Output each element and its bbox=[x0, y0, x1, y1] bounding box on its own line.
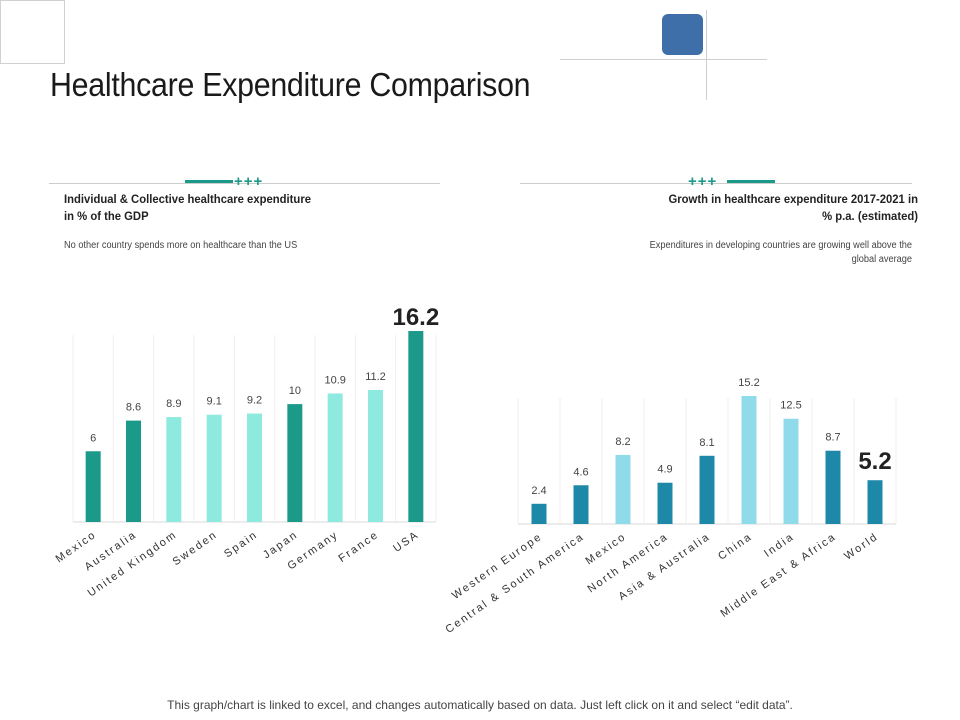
bar-western-europe bbox=[531, 503, 547, 524]
data-label: 16.2 bbox=[392, 304, 439, 331]
footer-note: This graph/chart is linked to excel, and… bbox=[167, 698, 793, 712]
bar-spain bbox=[247, 413, 262, 522]
right-panel-subtitle-line: Expenditures in developing countries are… bbox=[649, 240, 912, 251]
decorative-line bbox=[560, 59, 767, 60]
bar-mexico bbox=[85, 451, 101, 522]
bar-mexico bbox=[615, 454, 631, 524]
data-label: 15.2 bbox=[738, 377, 759, 389]
category-tick-label: China bbox=[716, 531, 755, 563]
data-label: 8.7 bbox=[825, 432, 840, 444]
bar-germany bbox=[327, 393, 343, 522]
bar-china bbox=[741, 396, 757, 524]
data-label: 4.9 bbox=[657, 464, 672, 476]
data-label: 9.2 bbox=[247, 395, 262, 407]
right-panel-heading-line: Growth in healthcare expenditure 2017-20… bbox=[668, 192, 918, 206]
data-label: 8.1 bbox=[699, 437, 714, 449]
bar-united-kingdom bbox=[166, 417, 182, 522]
data-label: 10 bbox=[289, 385, 301, 397]
data-label: 8.9 bbox=[166, 398, 181, 410]
data-label: 10.9 bbox=[324, 374, 345, 386]
data-label: 8.6 bbox=[126, 402, 141, 414]
bar-india bbox=[783, 418, 799, 524]
data-label: 8.2 bbox=[615, 436, 630, 448]
bar-usa bbox=[408, 331, 424, 522]
left-panel-heading-line: in % of the GDP bbox=[64, 209, 149, 223]
bar-australia bbox=[126, 420, 141, 522]
category-tick-label: India bbox=[762, 531, 797, 560]
left-panel-heading-line: Individual & Collective healthcare expen… bbox=[64, 192, 311, 206]
right-panel-accent-bar bbox=[727, 180, 775, 183]
decorative-square-outline bbox=[0, 0, 65, 64]
bar-central-south-america bbox=[573, 485, 589, 524]
right-panel-divider bbox=[520, 183, 912, 184]
decorative-line bbox=[706, 10, 707, 100]
right-panel-heading-line: % p.a. (estimated) bbox=[822, 209, 918, 223]
left-panel-divider bbox=[49, 183, 440, 184]
left-panel-subtitle: No other country spends more on healthca… bbox=[64, 240, 298, 251]
right-panel-heading: Growth in healthcare expenditure 2017-20… bbox=[597, 191, 918, 225]
category-tick-label: World bbox=[842, 531, 880, 563]
right-panel-subtitle: Expenditures in developing countries are… bbox=[588, 239, 912, 267]
page-title: Healthcare Expenditure Comparison bbox=[50, 66, 531, 103]
data-label: 11.2 bbox=[365, 371, 386, 383]
bar-middle-east-africa bbox=[825, 450, 841, 524]
left-panel-accent-bar bbox=[185, 180, 233, 183]
data-label: 5.2 bbox=[858, 448, 891, 475]
data-label: 6 bbox=[90, 432, 96, 444]
bar-sweden bbox=[206, 414, 222, 522]
bar-japan bbox=[287, 404, 303, 522]
right-panel-subtitle-line: global average bbox=[851, 254, 912, 265]
bar-world bbox=[867, 480, 883, 524]
bar-north-america bbox=[657, 482, 673, 524]
decorative-blue-square bbox=[662, 14, 703, 55]
left-panel-heading: Individual & Collective healthcare expen… bbox=[64, 191, 355, 225]
plus-icon: +++ bbox=[688, 173, 718, 190]
data-label: 4.6 bbox=[573, 466, 588, 478]
data-label: 2.4 bbox=[531, 485, 546, 497]
plus-icon: +++ bbox=[234, 173, 264, 190]
data-label: 12.5 bbox=[780, 400, 801, 412]
bar-asia-australia bbox=[699, 455, 715, 524]
bar-france bbox=[368, 389, 383, 522]
data-label: 9.1 bbox=[207, 396, 222, 408]
